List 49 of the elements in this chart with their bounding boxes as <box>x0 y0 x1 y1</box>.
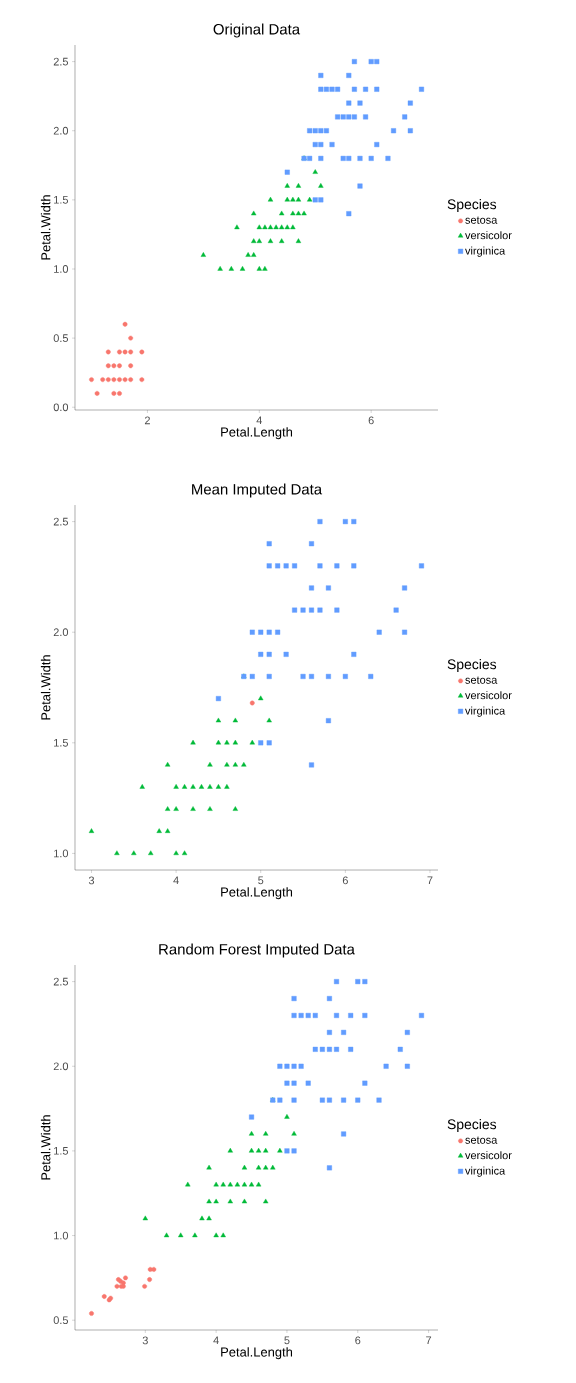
legend-label: virginica <box>465 1166 506 1177</box>
y-tick-label: 2.0 <box>53 628 69 637</box>
y-axis-title: Petal.Width <box>40 1115 51 1180</box>
x-axis-title: Petal.Length <box>221 887 293 900</box>
y-tick-label: 1.0 <box>54 1231 69 1240</box>
y-tick-label: 1.5 <box>54 739 69 747</box>
legend-title: Species <box>447 659 497 673</box>
chart-title: Original Data <box>213 23 301 38</box>
y-tick-label: 0.5 <box>53 334 69 342</box>
x-axis-title: Petal.Length <box>221 427 293 440</box>
legend-label: versicolor <box>465 1151 512 1160</box>
x-tick-label: 6 <box>355 1336 361 1345</box>
legend-label: versicolor <box>465 231 512 240</box>
y-tick-label: 2.5 <box>53 977 69 986</box>
legend-label: setosa <box>465 676 498 684</box>
x-tick-label: 6 <box>342 876 348 885</box>
legend-label: virginica <box>465 246 506 257</box>
x-tick-label: 3 <box>88 876 95 885</box>
x-tick-label: 2 <box>144 416 150 425</box>
y-tick-label: 1.5 <box>54 196 69 204</box>
legend-title: Species <box>447 1119 497 1133</box>
x-tick-label: 5 <box>284 1336 290 1345</box>
y-tick-label: 2.5 <box>53 57 69 66</box>
y-tick-label: 1.5 <box>54 1147 69 1155</box>
y-tick-label: 1.0 <box>54 849 69 858</box>
x-tick-label: 7 <box>427 876 433 885</box>
legend-label: setosa <box>465 216 498 224</box>
chart-title: Random Forest Imputed Data <box>159 943 355 958</box>
y-tick-label: 0.0 <box>53 403 69 412</box>
legend-label: virginica <box>465 706 506 717</box>
chart-title: Mean Imputed Data <box>192 483 323 498</box>
x-tick-label: 4 <box>256 416 263 425</box>
x-tick-label: 4 <box>173 876 179 885</box>
y-tick-label: 2.0 <box>53 1062 69 1071</box>
y-axis-title: Petal.Width <box>40 195 51 260</box>
x-tick-label: 4 <box>213 1336 219 1345</box>
y-tick-label: 1.0 <box>54 265 69 273</box>
x-tick-label: 6 <box>368 416 374 425</box>
legend-label: versicolor <box>465 691 512 700</box>
y-tick-label: 2.5 <box>53 517 69 526</box>
x-axis-title: Petal.Length <box>221 1347 293 1360</box>
legend-label: setosa <box>465 1136 498 1144</box>
y-tick-label: 0.5 <box>53 1316 69 1325</box>
x-tick-label: 3 <box>142 1336 148 1345</box>
y-tick-label: 2.0 <box>53 126 69 135</box>
legend-title: Species <box>447 199 497 213</box>
y-axis-title: Petal.Width <box>40 655 51 720</box>
x-tick-label: 5 <box>258 876 264 885</box>
x-tick-label: 7 <box>426 1336 432 1345</box>
